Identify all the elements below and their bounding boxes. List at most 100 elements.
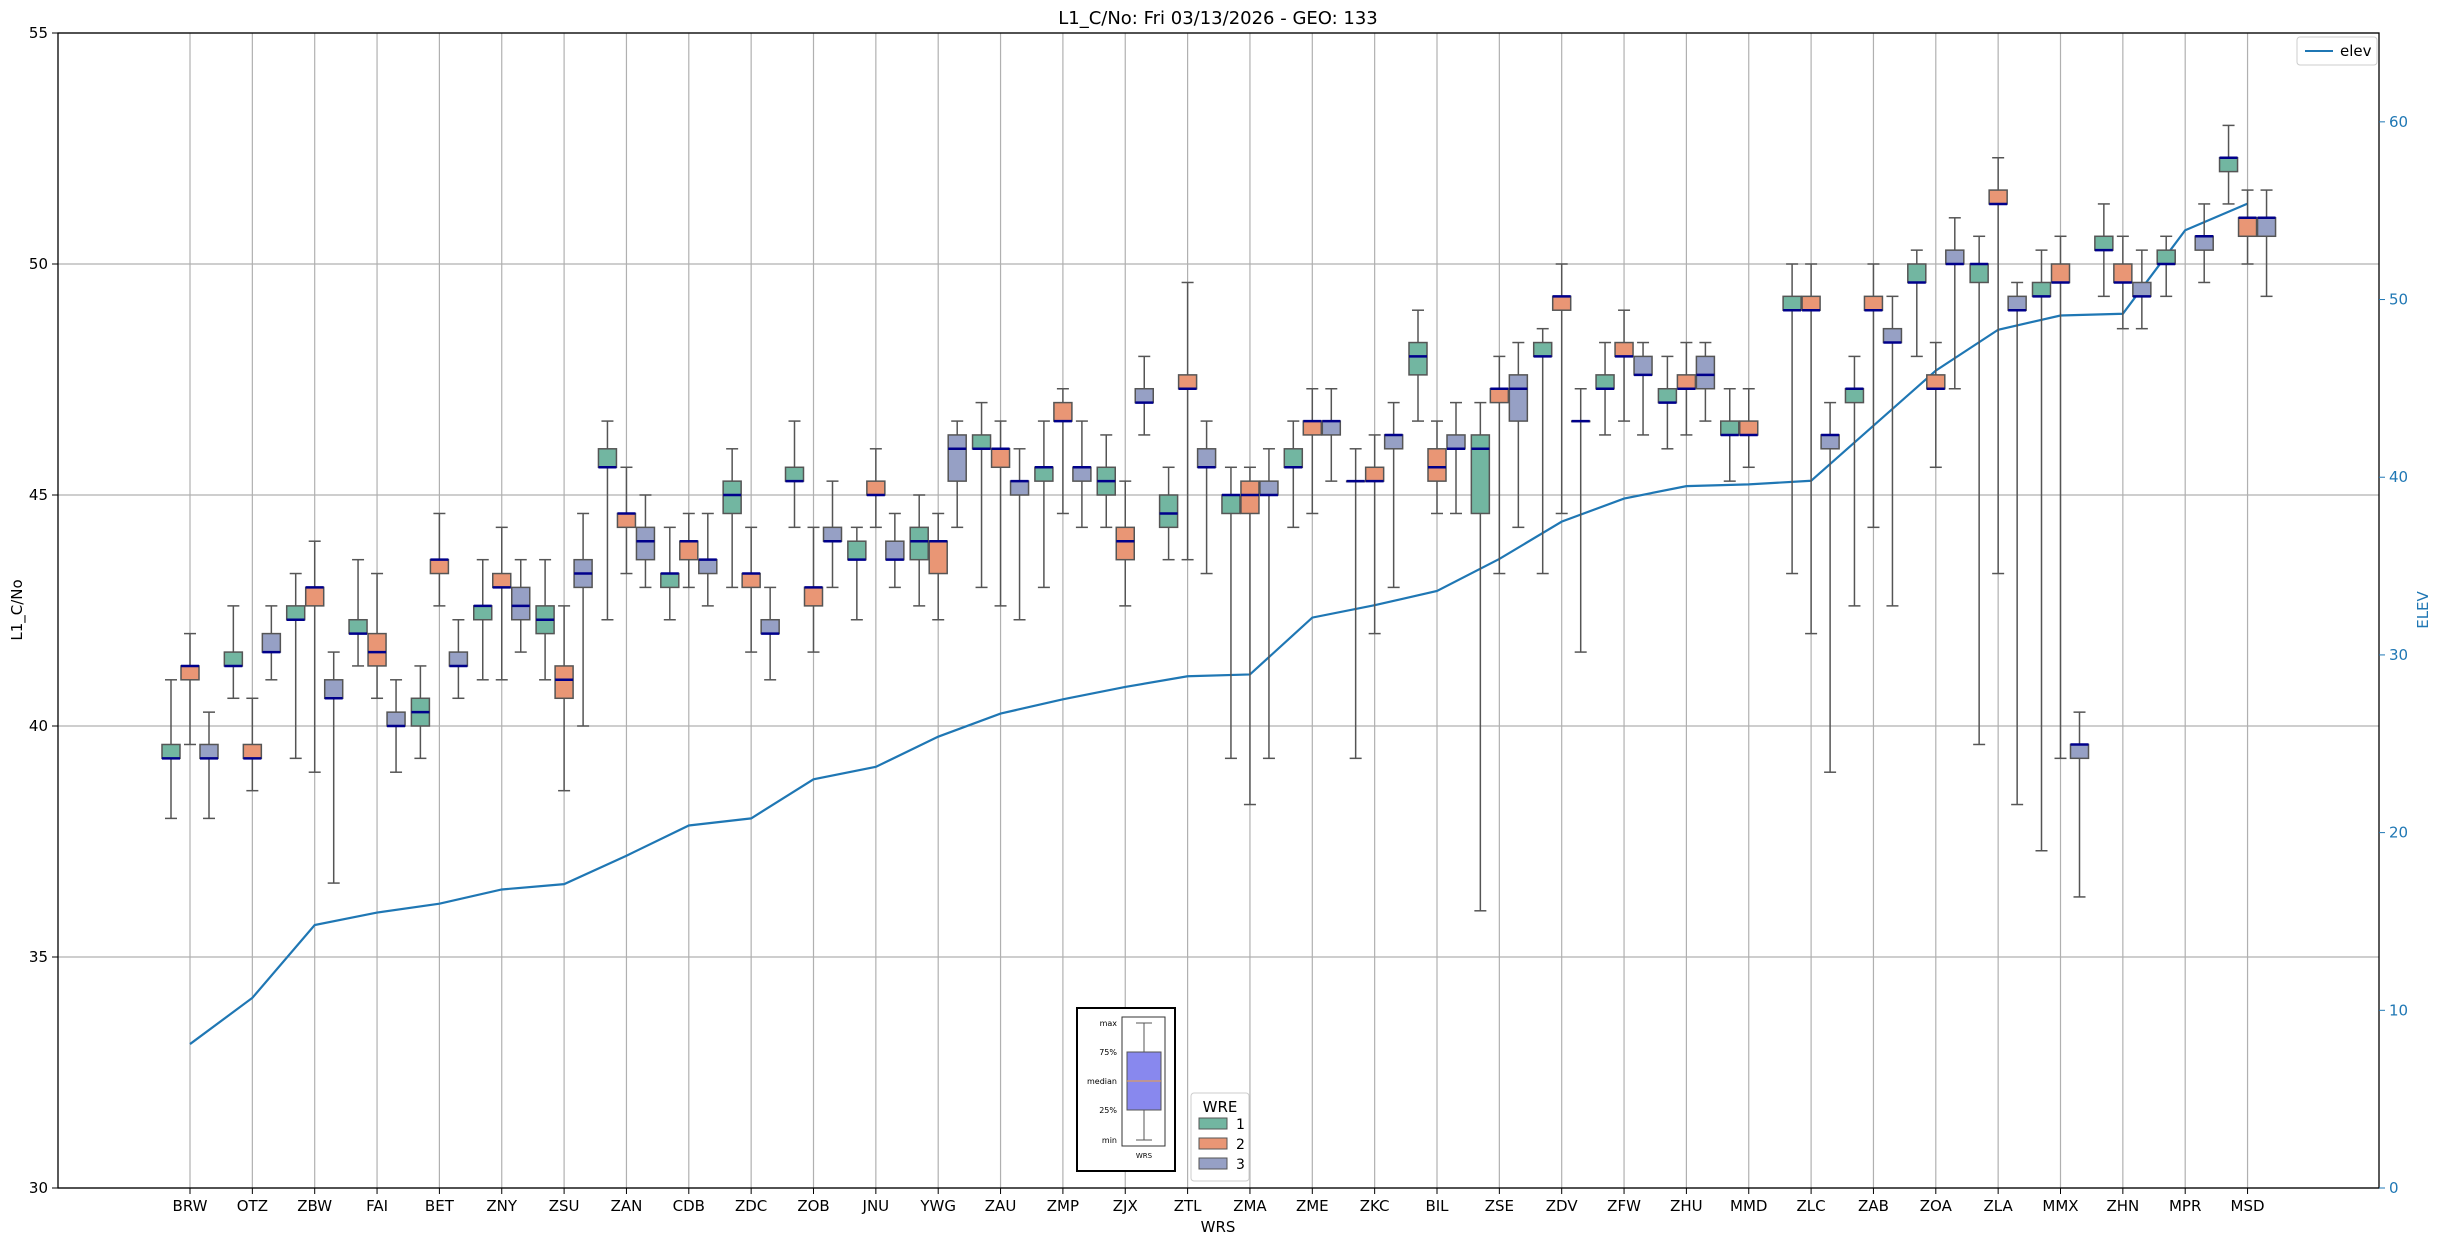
iqr-box bbox=[784, 466, 805, 482]
box-zla-wre2 bbox=[1988, 156, 2008, 575]
box-ztl-wre3 bbox=[1196, 420, 1217, 575]
x-tick-label-brw: BRW bbox=[173, 1197, 208, 1215]
iqr-box bbox=[1196, 448, 1217, 469]
box-zse-wre2 bbox=[1489, 355, 1510, 575]
box-bil-wre3 bbox=[1446, 401, 1466, 515]
box-zdv-wre1 bbox=[1532, 327, 1553, 575]
box-zan-wre2 bbox=[616, 466, 637, 575]
iqr-box bbox=[348, 618, 368, 635]
iqr-box bbox=[511, 586, 531, 621]
iqr-box bbox=[1720, 420, 1740, 436]
iqr-box bbox=[448, 651, 469, 667]
iqr-box bbox=[803, 586, 824, 607]
box-zma-wre3 bbox=[1259, 448, 1279, 760]
iqr-box bbox=[1926, 374, 1946, 390]
box-zob-wre2 bbox=[803, 526, 824, 653]
box-fai-wre2 bbox=[367, 572, 387, 700]
box-zkc-wre3 bbox=[1383, 401, 1404, 589]
iqr-box bbox=[1134, 387, 1154, 404]
x-tick-label-mmx: MMX bbox=[2042, 1197, 2078, 1215]
box-zma-wre2 bbox=[1240, 466, 1260, 806]
box-jnu-wre2 bbox=[866, 448, 886, 529]
box-zau-wre3 bbox=[1009, 448, 1030, 621]
inset-label-75: 75% bbox=[1099, 1048, 1117, 1057]
x-tick-label-zme: ZME bbox=[1296, 1197, 1329, 1215]
iqr-box bbox=[1408, 341, 1428, 376]
box-zme-wre2 bbox=[1302, 387, 1323, 515]
gridlines bbox=[58, 32, 2379, 1189]
box-zsu-wre3 bbox=[573, 512, 593, 727]
y-axis-label: L1_C/No bbox=[8, 579, 27, 640]
box-otz-wre2 bbox=[242, 697, 263, 792]
y2-tick-label: 50 bbox=[2389, 291, 2408, 309]
iqr-box bbox=[304, 586, 325, 607]
iqr-box bbox=[1782, 295, 1802, 311]
iqr-box bbox=[2113, 263, 2133, 284]
iqr-box bbox=[679, 540, 699, 561]
iqr-box bbox=[660, 572, 680, 589]
y2-tick-label: 30 bbox=[2389, 646, 2408, 664]
iqr-box bbox=[1383, 434, 1404, 450]
box-msd-wre2 bbox=[2237, 189, 2258, 265]
box-msd-wre3 bbox=[2256, 189, 2277, 298]
y2-tick-label: 10 bbox=[2389, 1001, 2408, 1019]
iqr-box bbox=[2218, 156, 2239, 173]
x-tick-label-fai: FAI bbox=[366, 1197, 388, 1215]
iqr-box bbox=[473, 605, 493, 621]
x-tick-label-zoa: ZOA bbox=[1920, 1197, 1953, 1215]
y-tick-label: 35 bbox=[29, 948, 48, 966]
box-zoa-wre2 bbox=[1926, 341, 1946, 469]
box-zbw-wre1 bbox=[285, 572, 306, 760]
iqr-box bbox=[1844, 387, 1865, 404]
iqr-box bbox=[698, 558, 718, 575]
iqr-box bbox=[1115, 526, 1135, 561]
box-mmd-wre1 bbox=[1720, 387, 1740, 482]
legend-swatch-wre3 bbox=[1198, 1157, 1228, 1170]
box-mmx-wre2 bbox=[2050, 235, 2071, 760]
x-tick-label-zjx: ZJX bbox=[1113, 1197, 1138, 1215]
box-zhn-wre1 bbox=[2094, 203, 2114, 298]
x-tick-label-zdv: ZDV bbox=[1546, 1197, 1579, 1215]
x-tick-label-bet: BET bbox=[425, 1197, 455, 1215]
iqr-box bbox=[1364, 466, 1385, 482]
iqr-box bbox=[1489, 387, 1510, 404]
box-zlc-wre3 bbox=[1820, 401, 1840, 773]
y-tick-label: 30 bbox=[29, 1179, 48, 1197]
iqr-box bbox=[1034, 466, 1054, 482]
legend-title: WRE bbox=[1203, 1098, 1238, 1116]
y2-axis-label: ELEV bbox=[2414, 590, 2432, 628]
box-cdb-wre2 bbox=[679, 512, 699, 589]
iqr-box bbox=[1508, 374, 1529, 422]
x-tick-label-ywg: YWG bbox=[919, 1197, 956, 1215]
legend-label-wre3: 3 bbox=[1236, 1157, 1245, 1173]
x-tick-label-zse: ZSE bbox=[1485, 1197, 1514, 1215]
box-fai-wre3 bbox=[386, 679, 406, 773]
box-zob-wre3 bbox=[822, 480, 843, 589]
iqr-box bbox=[722, 480, 742, 515]
iqr-box bbox=[323, 679, 344, 700]
x-tick-label-zma: ZMA bbox=[1233, 1197, 1267, 1215]
box-zdv-wre3 bbox=[1570, 387, 1591, 653]
elev-legend: elev bbox=[2296, 36, 2378, 66]
box-mmx-wre1 bbox=[2031, 249, 2052, 852]
box-fai-wre1 bbox=[348, 558, 368, 667]
iqr-box bbox=[1739, 420, 1759, 436]
iqr-box bbox=[161, 743, 181, 760]
box-zjx-wre2 bbox=[1115, 480, 1135, 607]
box-zmp-wre3 bbox=[1072, 420, 1092, 529]
iqr-box bbox=[492, 572, 512, 589]
box-ywg-wre1 bbox=[909, 494, 929, 607]
iqr-box bbox=[1551, 295, 1572, 311]
x-tick-label-ztl: ZTL bbox=[1174, 1197, 1202, 1215]
x-tick-label-mmd: MMD bbox=[1730, 1197, 1767, 1215]
box-otz-wre3 bbox=[261, 605, 282, 681]
iqr-box bbox=[1302, 420, 1323, 436]
iqr-box bbox=[1221, 494, 1241, 515]
box-zbw-wre2 bbox=[304, 540, 325, 773]
iqr-box bbox=[866, 480, 886, 496]
iqr-box bbox=[285, 605, 306, 621]
y-tick-label: 40 bbox=[29, 717, 48, 735]
iqr-box bbox=[1657, 387, 1678, 404]
box-zsu-wre2 bbox=[554, 605, 574, 792]
iqr-box bbox=[180, 665, 200, 681]
